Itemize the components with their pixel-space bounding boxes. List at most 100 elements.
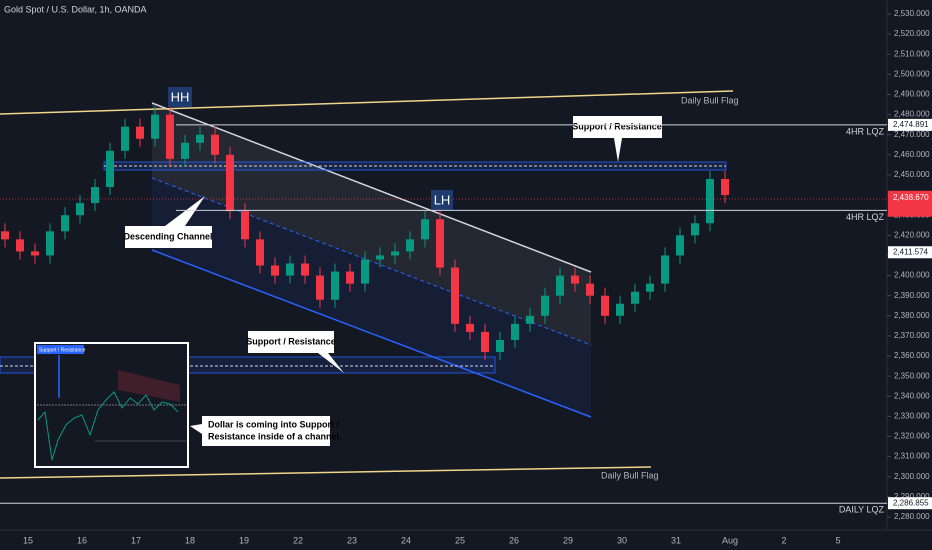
candle-body bbox=[331, 271, 339, 300]
candle-body bbox=[691, 223, 699, 236]
callout bbox=[573, 116, 662, 162]
marker-label: 2,411.574 bbox=[893, 247, 929, 256]
x-tick-label: 30 bbox=[617, 535, 627, 545]
callout bbox=[125, 196, 212, 248]
level-label: 2,286.855 bbox=[893, 498, 929, 507]
candle-body bbox=[166, 114, 174, 159]
candle-body bbox=[256, 239, 264, 266]
level-note: DAILY LQZ bbox=[839, 505, 885, 515]
candle-body bbox=[181, 142, 189, 159]
lh-label: LH bbox=[434, 192, 451, 207]
candle-body bbox=[631, 291, 639, 304]
level-tag bbox=[888, 497, 932, 510]
candle-body bbox=[571, 275, 579, 284]
candle-body bbox=[646, 283, 654, 292]
candle-body bbox=[61, 215, 69, 232]
y-tick-label: 2,480.000 bbox=[894, 110, 930, 119]
y-tick-label: 2,320.000 bbox=[894, 432, 930, 441]
candle-body bbox=[211, 134, 219, 155]
candle-body bbox=[91, 187, 99, 204]
candle-body bbox=[721, 178, 729, 196]
level-note: 4HR LQZ bbox=[846, 126, 885, 136]
callout-text: Support / Resistance bbox=[572, 121, 662, 131]
y-tick-label: 2,280.000 bbox=[894, 512, 930, 521]
candle-body bbox=[196, 134, 204, 143]
y-tick-label: 2,340.000 bbox=[894, 391, 930, 400]
callout bbox=[248, 331, 344, 373]
candle-body bbox=[226, 154, 234, 212]
level-note: 4HR LQZ bbox=[846, 212, 885, 222]
x-tick-label: 15 bbox=[23, 535, 33, 545]
candle-body bbox=[16, 239, 24, 252]
candle-body bbox=[526, 315, 534, 324]
chart-title: Gold Spot / U.S. Dollar, 1h, OANDA bbox=[4, 4, 147, 14]
candle-body bbox=[481, 331, 489, 353]
y-tick-label: 2,400.000 bbox=[894, 271, 930, 280]
x-tick-label: 19 bbox=[239, 535, 249, 545]
level-label: 2,474.891 bbox=[893, 120, 929, 129]
callout-text: Descending Channel bbox=[123, 231, 212, 241]
x-tick-label: 17 bbox=[131, 535, 141, 545]
candle-body bbox=[676, 235, 684, 256]
candle-body bbox=[496, 339, 504, 353]
y-tick-label: 2,490.000 bbox=[894, 90, 930, 99]
candle-body bbox=[46, 231, 54, 256]
channel-mid bbox=[151, 177, 592, 346]
y-tick-label: 2,370.000 bbox=[894, 331, 930, 340]
candle-body bbox=[1, 231, 9, 240]
y-tick-label: 2,310.000 bbox=[894, 452, 930, 461]
channel-bottom bbox=[151, 249, 592, 418]
candle-body bbox=[616, 303, 624, 316]
candle-body bbox=[136, 126, 144, 139]
x-tick-label: 24 bbox=[401, 535, 411, 545]
x-tick-label: 23 bbox=[347, 535, 357, 545]
y-tick-label: 2,380.000 bbox=[894, 311, 930, 320]
candle-body bbox=[361, 259, 369, 284]
lh-box bbox=[431, 190, 453, 210]
candle-body bbox=[391, 251, 399, 256]
flag-label: Daily Bull Flag bbox=[601, 470, 659, 480]
candle-body bbox=[556, 275, 564, 296]
candle-body bbox=[76, 203, 84, 216]
marker-tag bbox=[888, 246, 932, 259]
hh-box bbox=[168, 87, 192, 107]
candle-body bbox=[511, 323, 519, 340]
x-tick-label: 16 bbox=[77, 535, 87, 545]
candle-body bbox=[406, 239, 414, 252]
candle-body bbox=[286, 263, 294, 276]
x-tick-label: 31 bbox=[671, 535, 681, 545]
candle-body bbox=[706, 178, 714, 224]
price-tag bbox=[888, 190, 932, 217]
candle-body bbox=[601, 295, 609, 316]
candle-body bbox=[271, 265, 279, 276]
y-tick-label: 2,500.000 bbox=[894, 69, 930, 78]
y-tick-label: 2,330.000 bbox=[894, 412, 930, 421]
candle-body bbox=[151, 114, 159, 139]
inset-channel bbox=[118, 370, 180, 402]
x-tick-label: 18 bbox=[185, 535, 195, 545]
y-tick-label: 2,530.000 bbox=[894, 9, 930, 18]
candle-body bbox=[346, 271, 354, 284]
price-label: 2,438.670 bbox=[893, 193, 929, 202]
callout-text: Support / Resistance bbox=[246, 336, 336, 346]
channel-top bbox=[151, 102, 592, 273]
x-tick-label: 29 bbox=[563, 535, 573, 545]
x-tick-label: 2 bbox=[781, 535, 786, 545]
candle-body bbox=[241, 211, 249, 240]
y-tick-label: 2,470.000 bbox=[894, 130, 930, 139]
flag-top bbox=[0, 90, 734, 115]
y-tick-label: 2,300.000 bbox=[894, 472, 930, 481]
flag-label: Daily Bull Flag bbox=[681, 95, 739, 105]
inset-tag bbox=[37, 345, 84, 354]
y-tick-label: 2,360.000 bbox=[894, 351, 930, 360]
channel-upper-fill bbox=[152, 103, 591, 345]
level-tag bbox=[888, 118, 932, 131]
hh-label: HH bbox=[171, 89, 190, 104]
x-tick-label: 5 bbox=[835, 535, 840, 545]
callout-text: Dollar is coming into Support / bbox=[208, 419, 340, 429]
y-tick-label: 2,520.000 bbox=[894, 29, 930, 38]
x-tick-label: 25 bbox=[455, 535, 465, 545]
y-tick-label: 2,460.000 bbox=[894, 150, 930, 159]
x-tick-label: 26 bbox=[509, 535, 519, 545]
